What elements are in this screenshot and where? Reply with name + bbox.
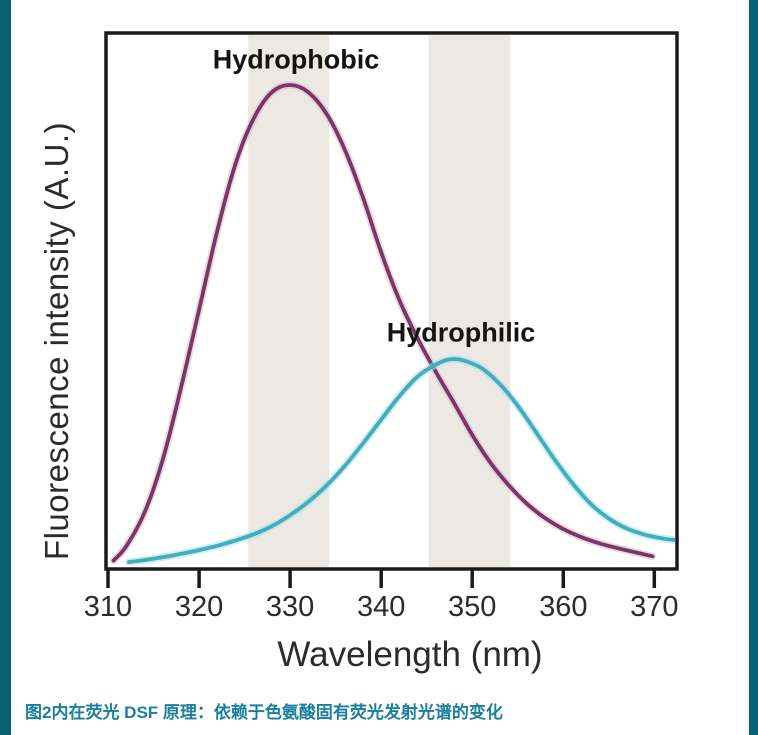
x-axis-label: Wavelength (nm)	[277, 635, 543, 674]
right-accent-strip	[749, 0, 758, 735]
plot-frame	[104, 31, 679, 571]
hydrophilic-curve	[127, 357, 675, 564]
x-tick-label: 350	[447, 591, 497, 623]
x-tick-label: 340	[356, 591, 406, 623]
x-tick-label: 310	[83, 591, 133, 623]
highlight-band	[428, 35, 511, 567]
x-tick-label: 360	[539, 591, 588, 623]
x-tick-label: 330	[265, 591, 315, 623]
hydrophobic-curve	[111, 83, 655, 563]
y-axis-label: Fluorescence intensity (A.U.)	[38, 121, 75, 561]
x-tick-label: 370	[630, 591, 679, 623]
highlight-band	[248, 35, 330, 567]
hydrophobic-curve-label: Hydrophobic	[212, 44, 380, 75]
left-accent-strip	[0, 0, 11, 735]
figure-caption: 图2内在荧光 DSF 原理：依赖于色氨酸固有荧光发射光谱的变化	[25, 703, 503, 722]
hydrophilic-curve-label: Hydrophilic	[386, 317, 536, 348]
hydrophilic-curve-halo	[125, 355, 675, 566]
x-tick-label: 320	[174, 591, 224, 623]
